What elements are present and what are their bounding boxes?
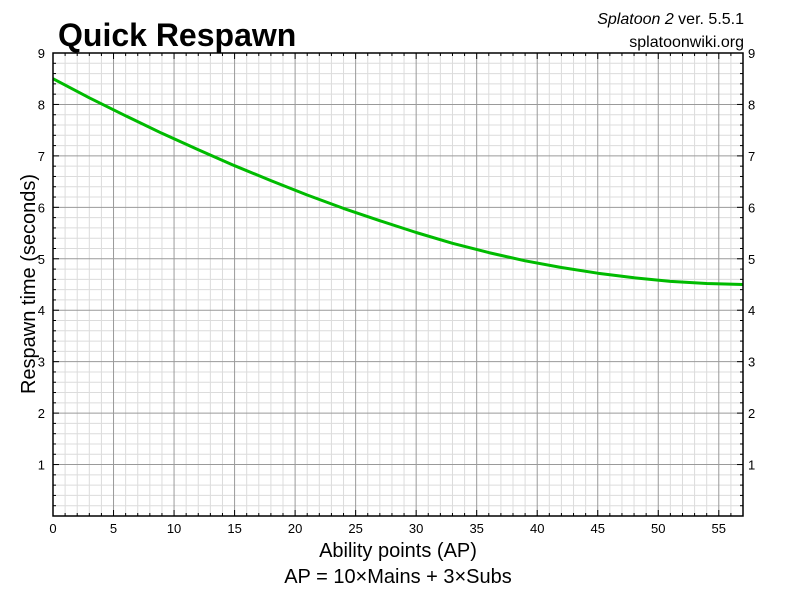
y-axis-title: Respawn time (seconds) [18, 174, 40, 394]
respawn-time-line [52, 77, 744, 286]
plot-frame [52, 52, 744, 517]
x-axis-subtitle: AP = 10×Mains + 3×Subs [284, 566, 512, 588]
x-tick-label: 45 [591, 521, 605, 536]
axis-ticks [52, 52, 744, 517]
y-tick-label-right: 1 [748, 458, 755, 473]
y-tick-label-left: 1 [38, 458, 45, 473]
chart-title: Quick Respawn [58, 17, 296, 53]
y-tick-label-right: 5 [748, 252, 755, 267]
x-tick-label: 40 [530, 521, 544, 536]
y-tick-label-right: 2 [748, 406, 755, 421]
y-tick-label-left: 5 [38, 252, 45, 267]
y-tick-label-left: 2 [38, 406, 45, 421]
x-tick-label: 15 [227, 521, 241, 536]
x-tick-label: 30 [409, 521, 423, 536]
y-tick-label-left: 7 [38, 149, 45, 164]
y-tick-label-left: 4 [38, 303, 45, 318]
x-tick-label: 35 [469, 521, 483, 536]
credit-version: ver. 5.5.1 [674, 11, 744, 28]
y-tick-label-left: 6 [38, 200, 45, 215]
major-gridlines [53, 53, 743, 516]
x-axis-title: Ability points (AP) [319, 540, 477, 562]
chart-credit-site: splatoonwiki.org [629, 34, 744, 51]
x-tick-label: 5 [110, 521, 117, 536]
tick-labels: 0 5 10 15 20 25 30 35 40 45 50 551 12 23 34 45 56 67 78 89 9 [38, 46, 755, 536]
x-tick-label: 0 [49, 521, 56, 536]
y-tick-label-left: 9 [38, 46, 45, 61]
x-tick-label: 10 [167, 521, 181, 536]
y-tick-label-right: 3 [748, 355, 755, 370]
x-tick-label: 50 [651, 521, 665, 536]
minor-gridlines [53, 53, 743, 516]
series-layer [52, 77, 744, 286]
credit-game-name: Splatoon 2 [597, 11, 674, 28]
y-tick-label-left: 8 [38, 97, 45, 112]
y-tick-label-right: 8 [748, 97, 755, 112]
y-tick-label-right: 6 [748, 200, 755, 215]
y-tick-label-left: 3 [38, 355, 45, 370]
y-tick-label-right: 4 [748, 303, 755, 318]
x-tick-label: 25 [348, 521, 362, 536]
x-tick-label: 20 [288, 521, 302, 536]
y-tick-label-right: 9 [748, 46, 755, 61]
chart-credit-version: Splatoon 2 ver. 5.5.1 [597, 11, 744, 28]
y-tick-label-right: 7 [748, 149, 755, 164]
x-tick-label: 55 [712, 521, 726, 536]
